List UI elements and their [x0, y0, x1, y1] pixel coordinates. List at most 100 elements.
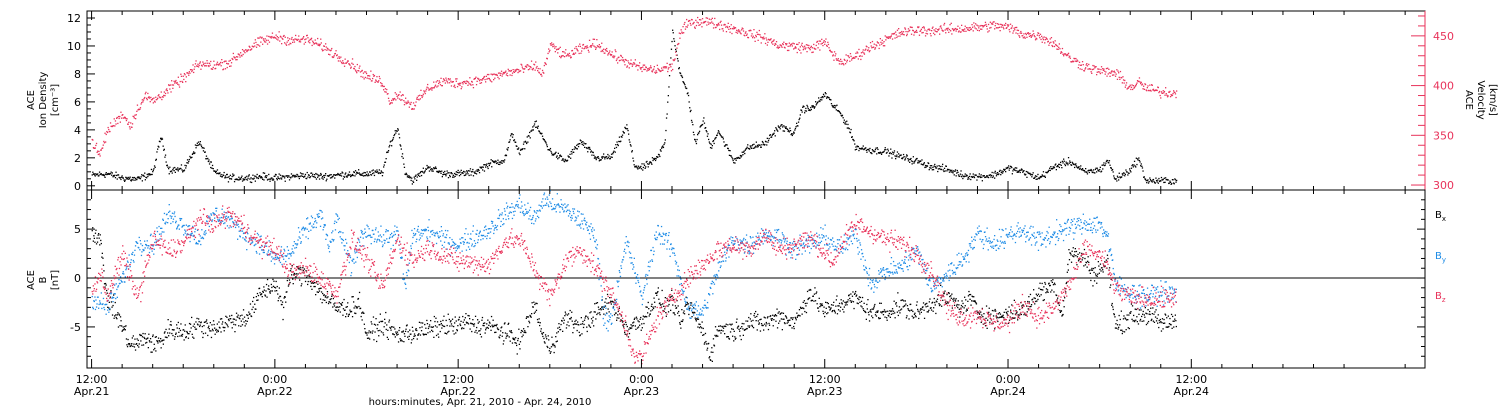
velocity-point [841, 63, 844, 65]
b-field-point-bx [451, 318, 454, 320]
ion-density-point [401, 155, 403, 158]
ion-density-point [707, 133, 709, 135]
ion-density-point [365, 173, 368, 176]
b-field-point-bx [658, 298, 660, 300]
ion-density-point [594, 156, 596, 158]
b-field-point-bx [625, 323, 627, 326]
ion-density-point [1017, 170, 1019, 172]
ion-density-point [1129, 170, 1131, 172]
ion-density-point [936, 165, 938, 167]
velocity-point [1163, 90, 1166, 93]
b-field-point-bx [735, 321, 738, 323]
ion-density-point [1059, 163, 1061, 166]
ion-density-point [248, 174, 250, 176]
ion-density-point [817, 101, 819, 103]
velocity-point [114, 120, 117, 122]
ion-density-point [1027, 171, 1029, 173]
ion-density-point [1113, 177, 1115, 179]
ion-density-point [506, 148, 508, 150]
velocity-point [419, 94, 421, 96]
velocity-point [134, 114, 136, 116]
velocity-point [549, 49, 551, 52]
b-field-point-bx [305, 270, 307, 272]
velocity-point [631, 65, 633, 67]
b-field-point-bx [819, 306, 821, 308]
velocity-point [1002, 26, 1004, 28]
ion-density-point [715, 136, 717, 139]
velocity-point [826, 44, 828, 47]
velocity-point [1147, 85, 1149, 87]
ion-density-point [241, 175, 243, 177]
b-field-point-bx [243, 321, 245, 323]
b-field-point-bx [758, 323, 760, 325]
velocity-point [466, 81, 468, 83]
ion-density-point [227, 176, 229, 179]
velocity-point [558, 47, 560, 50]
b-field-point-bx [416, 329, 418, 332]
velocity-point [1087, 68, 1089, 70]
ion-density-point [909, 158, 911, 161]
ion-density-point [474, 172, 476, 174]
b-field-point-bx [271, 290, 273, 292]
velocity-point [773, 39, 775, 41]
b-field-point-bx [275, 280, 277, 283]
b-field-point-bx [788, 319, 790, 321]
ion-density-point [781, 124, 783, 126]
b-field-point-bx [412, 330, 414, 332]
velocity-point [117, 115, 120, 118]
velocity-point [455, 80, 457, 82]
b-field-point-bx [267, 288, 269, 290]
ion-density-point [586, 147, 588, 150]
velocity-point [320, 42, 322, 44]
velocity-point [780, 44, 782, 46]
ion-density-point [1078, 168, 1081, 170]
b-field-point-bx [628, 332, 631, 335]
velocity-point [1017, 29, 1020, 32]
b-field-point-bx [578, 324, 580, 326]
b-field-point-bx [593, 325, 595, 327]
ion-density-point [515, 141, 517, 143]
ion-density-point [695, 140, 697, 143]
ion-density-point [1032, 172, 1034, 174]
velocity-point [577, 45, 580, 47]
ion-density-point [440, 172, 442, 174]
b-field-point-bx [559, 328, 562, 331]
b-field-point-bx [643, 322, 645, 325]
velocity-point [160, 96, 162, 99]
b-field-point-bx [419, 334, 422, 336]
ion-density-point [124, 179, 126, 181]
velocity-point [522, 68, 524, 70]
velocity-point [161, 98, 163, 101]
ion-density-point [342, 178, 344, 180]
ion-density-point [546, 144, 548, 146]
velocity-point [973, 22, 975, 24]
ion-density-point [641, 163, 643, 165]
ion-density-point [686, 87, 688, 90]
velocity-point [1019, 32, 1021, 34]
ion-density-point [1094, 168, 1097, 171]
b-field-point-bx [799, 315, 801, 317]
b-field-point-bx [94, 241, 96, 243]
ion-density-point [1003, 168, 1005, 170]
velocity-point [153, 100, 156, 102]
ion-density-point [597, 156, 599, 158]
velocity-tick-label: 400 [1433, 80, 1454, 93]
ion-density-point [493, 160, 495, 163]
b-field-point-bx [691, 311, 694, 313]
b-field-point-bx [228, 319, 230, 322]
ion-density-point [719, 134, 721, 136]
ion-density-point [920, 160, 922, 162]
b-field-point-bx [446, 324, 448, 327]
ion-density-point [749, 145, 751, 147]
b-field-point-bx [554, 346, 556, 348]
b-field-point-bx [168, 335, 170, 337]
ion-density-point [500, 160, 503, 162]
b-field-point-bx [194, 328, 197, 330]
velocity-point [1012, 30, 1015, 32]
ion-density-point [588, 146, 591, 149]
b-field-point-bx [787, 321, 789, 323]
velocity-point [641, 70, 643, 73]
velocity-point [598, 44, 600, 46]
b-field-point-bx [134, 349, 137, 351]
b-field-point-bx [824, 315, 826, 318]
